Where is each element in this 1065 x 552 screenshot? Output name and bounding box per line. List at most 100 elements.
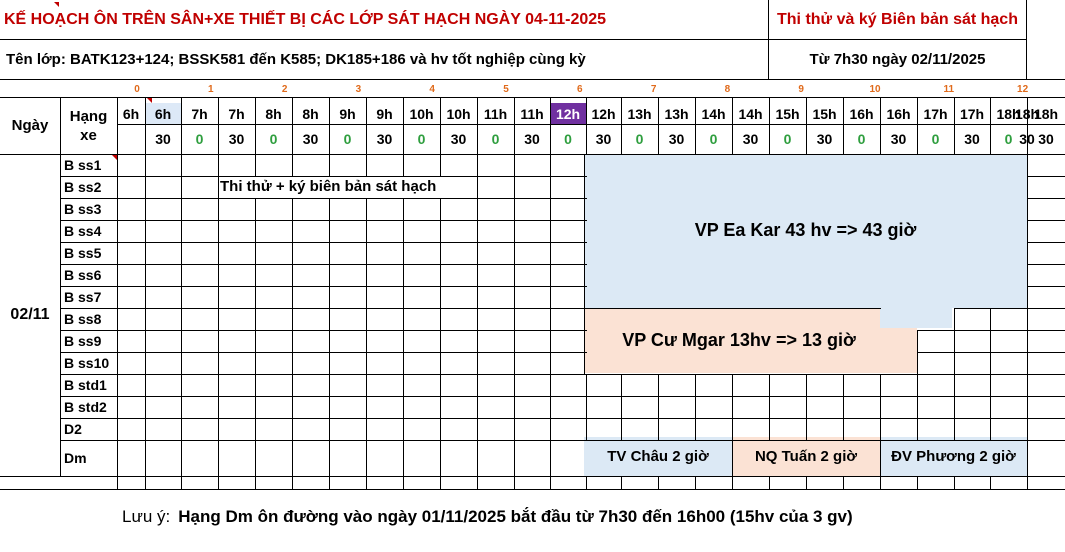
grid-vline-bottom (658, 476, 659, 489)
grid-vline-cell (917, 330, 918, 352)
grid-hline-cell (586, 374, 622, 375)
grid-vline-cell (181, 286, 182, 308)
grid-vline-cell (550, 374, 551, 396)
grid-hline-cell (218, 198, 256, 199)
hour-header-0: 6h (122, 105, 140, 122)
grid-hline-last (1027, 374, 1065, 375)
grid-vline-cell (440, 242, 441, 264)
grid-vline-cell (514, 242, 515, 264)
grid-vline-bottom (917, 476, 918, 489)
grid-hline-cell (990, 330, 1028, 331)
grid-vline-cell (806, 396, 807, 418)
grid-hline-cell (218, 374, 256, 375)
grid-hline-cell (477, 396, 515, 397)
grid-vline-cell (990, 308, 991, 330)
hour-header-20: 16h (849, 105, 874, 122)
grid-hline-cell (990, 396, 1028, 397)
grid-vline-cell (843, 374, 844, 396)
grid-vline-cell (145, 396, 146, 418)
grid-hline-label (60, 308, 117, 309)
grid-hline-cell (514, 374, 551, 375)
grid-hline-cell (550, 176, 587, 177)
grid-vline-cell (440, 308, 441, 330)
comment-marker-icon (54, 2, 59, 7)
grid-vline-cell (255, 374, 256, 396)
grid-vline-cell (695, 396, 696, 418)
grid-hline-cell (550, 330, 587, 331)
grid-hline-cell (255, 220, 293, 221)
grid-hline-cell (917, 352, 955, 353)
grid-hline-cell (218, 396, 256, 397)
grid-hline-cell (292, 396, 330, 397)
grid-vline-cell (477, 198, 478, 220)
row-label-5: B ss6 (64, 267, 102, 283)
grid-hline-cell (117, 264, 146, 265)
page-title: KẾ HOẠCH ÔN TRÊN SÂN+XE THIẾT BỊ CÁC LỚP… (0, 0, 769, 40)
grid-vline-cell (145, 220, 146, 242)
grid-hline-cell (366, 176, 404, 177)
grid-hline-cell (514, 286, 551, 287)
grid-hline-cell (329, 220, 367, 221)
index-number-11: 11 (943, 83, 955, 95)
grid-vline-cell (292, 396, 293, 418)
grid-vline-cell (329, 198, 330, 220)
grid-hline-cell (403, 198, 441, 199)
grid-hline-cell (403, 330, 441, 331)
hour-header-3: 7h (228, 105, 245, 122)
grid-vline-cell (843, 396, 844, 418)
grid-hline-cell (329, 440, 367, 441)
grid-vline-cell (255, 330, 256, 352)
hour-header-2: 7h (191, 105, 208, 122)
grid-hline-cell (255, 352, 293, 353)
grid-vline-cell (917, 374, 918, 396)
grid-hline-last (1027, 418, 1065, 419)
grid-hline-cell (181, 286, 219, 287)
grid-hline-cell (292, 352, 330, 353)
grid-hline-cell (440, 396, 478, 397)
grid-vline-cell (366, 220, 367, 242)
grid-vline-cell (292, 242, 293, 264)
grid-hline-cell (218, 308, 256, 309)
comment-marker-icon (147, 98, 152, 103)
grid-hline-cell (440, 374, 478, 375)
grid-vline-cell (255, 220, 256, 242)
grid-vline-cell (292, 154, 293, 176)
grid-hline-cell (954, 440, 991, 441)
grid-vline-cell (255, 198, 256, 220)
hour-header-5: 8h (302, 105, 319, 122)
grid-hline-cell (329, 286, 367, 287)
page-title-text: KẾ HOẠCH ÔN TRÊN SÂN+XE THIẾT BỊ CÁC LỚP… (4, 10, 607, 28)
grid-vline-bottom (403, 476, 404, 489)
grid-vline-header (218, 97, 219, 154)
grid-vline-cell (917, 396, 918, 418)
cumgar-label: VP Cư Mgar 13hv => 13 giờ (584, 322, 894, 358)
grid-vline-cell (990, 330, 991, 352)
grid-hline-cell (917, 374, 955, 375)
grid-vline-bottom (880, 476, 881, 489)
grid-vline-cell (292, 220, 293, 242)
grid-hline-cell (181, 418, 219, 419)
grid-hline-cell (477, 264, 515, 265)
grid-hline-cell (366, 308, 404, 309)
hour-header-8: 10h (409, 105, 434, 122)
index-number-7: 7 (650, 83, 657, 95)
grid-hline-cell (440, 440, 478, 441)
grid-hline-last (1027, 176, 1065, 177)
grid-hline-cell (440, 286, 478, 287)
grid-hline-cell (255, 374, 293, 375)
grid-hline-cell (550, 374, 587, 375)
grid-hline-cell (403, 396, 441, 397)
grid-hline-cell (403, 418, 441, 419)
grid-hline-cell (329, 242, 367, 243)
index-number-12: 12 (1017, 83, 1029, 95)
grid-hline-cell (145, 242, 182, 243)
grid-vline-header (843, 97, 844, 154)
grid-hline-cell (181, 330, 219, 331)
grid-hline-cell (218, 330, 256, 331)
grid-hline-cell (658, 440, 696, 441)
grid-hline-cell (477, 198, 515, 199)
row-label-10: B std1 (64, 377, 107, 393)
grid-hline-cell (292, 440, 330, 441)
grid-hline-cell (366, 242, 404, 243)
grid-hline-cell (550, 198, 587, 199)
